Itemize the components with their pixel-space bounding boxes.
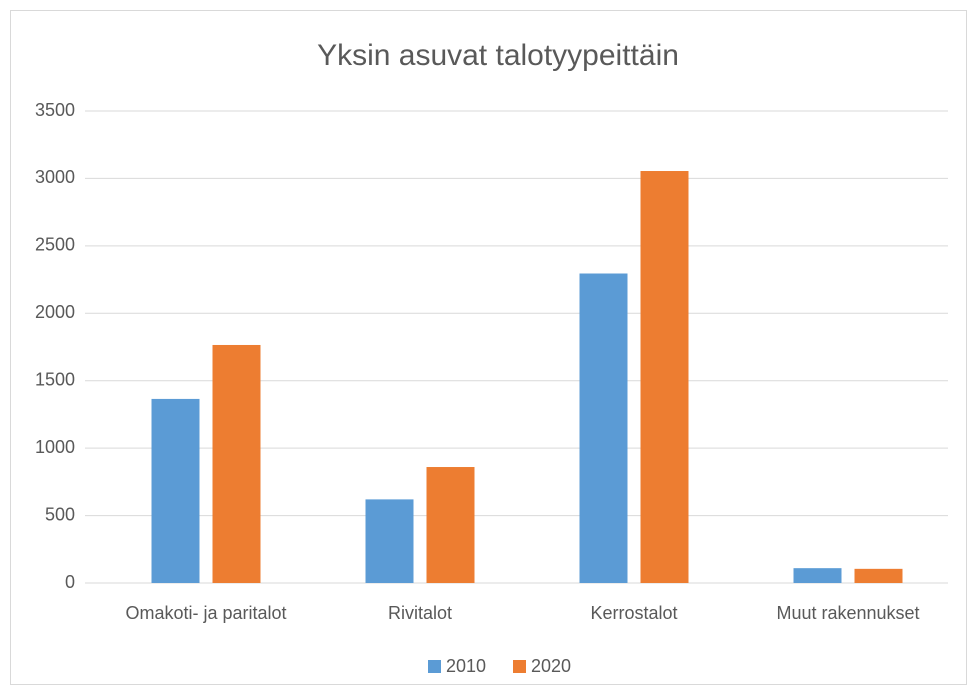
x-tick-label: Omakoti- ja paritalot <box>125 603 286 623</box>
y-tick-label: 3000 <box>35 167 75 187</box>
bar <box>212 344 261 583</box>
y-tick-label: 1500 <box>35 369 75 389</box>
bar <box>854 568 903 583</box>
bar <box>640 171 689 584</box>
x-tick-label: Kerrostalot <box>590 603 677 623</box>
bar <box>151 398 200 583</box>
chart-title: Yksin asuvat talotyypeittäin <box>317 39 679 72</box>
legend-swatch <box>513 660 526 673</box>
bar <box>365 499 414 583</box>
y-tick-label: 500 <box>45 504 75 524</box>
bar <box>426 467 475 583</box>
y-tick-label: 2000 <box>35 302 75 322</box>
y-tick-label: 0 <box>65 572 75 592</box>
legend-label: 2010 <box>446 656 486 676</box>
x-tick-label: Rivitalot <box>388 603 452 623</box>
bar <box>579 273 628 583</box>
legend-label: 2020 <box>531 656 571 676</box>
bar <box>793 568 842 583</box>
y-tick-label: 2500 <box>35 235 75 255</box>
legend-swatch <box>428 660 441 673</box>
y-tick-label: 3500 <box>35 100 75 120</box>
x-tick-label: Muut rakennukset <box>776 603 919 623</box>
y-tick-label: 1000 <box>35 437 75 457</box>
